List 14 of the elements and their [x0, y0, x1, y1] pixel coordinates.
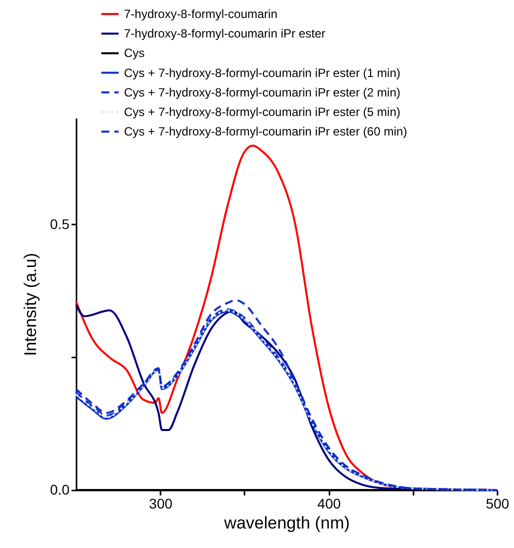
legend-label: 7-hydroxy-8-formyl-coumarin	[124, 7, 278, 21]
x-tick-label: 300	[149, 496, 173, 512]
legend-label: Cys + 7-hydroxy-8-formyl-coumarin iPr ester (1 min)	[124, 66, 400, 80]
x-tick-label: 400	[317, 496, 341, 512]
y-axis-title: Intensity (a.u)	[21, 253, 40, 356]
x-tick-label: 500	[486, 496, 510, 512]
legend-label: Cys	[124, 46, 145, 60]
legend-label: Cys + 7-hydroxy-8-formyl-coumarin iPr ester (5 min)	[124, 105, 400, 119]
legend-label: 7-hydroxy-8-formyl-coumarin iPr ester	[124, 26, 326, 41]
y-tick-label: 0.0	[50, 482, 70, 498]
x-axis-title: wavelength (nm)	[223, 514, 350, 532]
legend-label: Cys + 7-hydroxy-8-formyl-coumarin iPr ester (60 min)	[124, 124, 408, 139]
legend-label: Cys + 7-hydroxy-8-formyl-coumarin iPr ester (2 min)	[124, 85, 400, 100]
y-tick-label: 0.5	[50, 216, 70, 232]
